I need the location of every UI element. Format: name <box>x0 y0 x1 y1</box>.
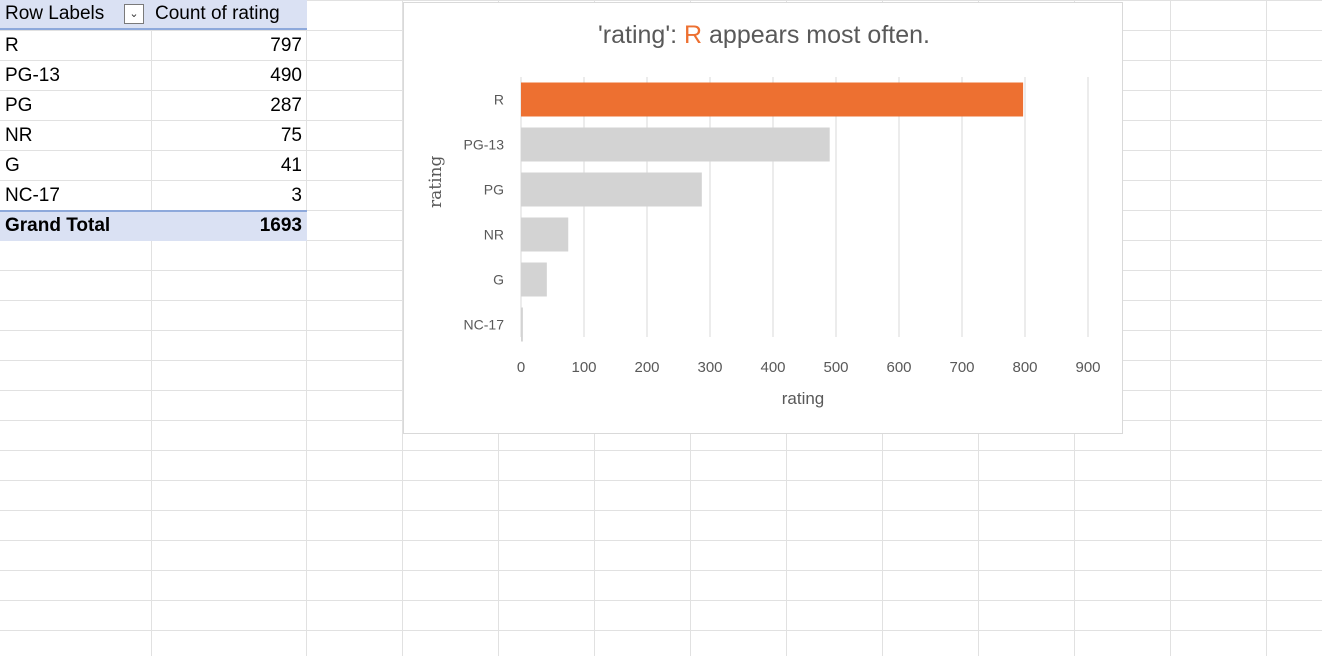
pivot-header-row: Row Labels ⌄ Count of rating <box>0 0 307 30</box>
x-tick-label: 800 <box>1012 359 1037 376</box>
row-count: 75 <box>280 125 302 146</box>
x-tick-label: 600 <box>886 359 911 376</box>
filter-dropdown-button[interactable]: ⌄ <box>124 4 144 24</box>
pivot-row[interactable]: NC-17 3 <box>0 182 307 212</box>
gridline-col <box>306 0 307 656</box>
bar-r[interactable] <box>521 82 1024 117</box>
y-tick-label: PG-13 <box>464 137 505 153</box>
gridline-row <box>0 510 1322 511</box>
pivot-row[interactable]: PG 287 <box>0 92 307 122</box>
gridline-col <box>1266 0 1267 656</box>
pivot-row[interactable]: R 797 <box>0 32 307 62</box>
y-tick-label: G <box>493 272 504 288</box>
x-tick-label: 900 <box>1075 359 1100 376</box>
y-tick-label: R <box>494 92 504 108</box>
x-tick-label: 100 <box>571 359 596 376</box>
pivot-row[interactable]: NR 75 <box>0 122 307 152</box>
bar-nc-17[interactable] <box>521 307 523 342</box>
bar-pg[interactable] <box>521 172 702 207</box>
gridline-row <box>0 480 1322 481</box>
chevron-down-icon: ⌄ <box>129 8 139 20</box>
chart-title-prefix: 'rating': <box>598 21 684 49</box>
x-tick-label: 400 <box>760 359 785 376</box>
row-count: 797 <box>270 35 302 56</box>
chart-title-highlight: R <box>684 21 703 49</box>
row-label: NR <box>5 125 33 146</box>
x-tick-label: 700 <box>949 359 974 376</box>
x-tick-label: 300 <box>697 359 722 376</box>
row-count: 490 <box>270 65 302 86</box>
pivot-row[interactable]: PG-13 490 <box>0 62 307 92</box>
grand-total-row[interactable]: Grand Total 1693 <box>0 210 307 241</box>
row-label: G <box>5 155 20 176</box>
bar-g[interactable] <box>521 262 547 297</box>
gridline-row <box>0 540 1322 541</box>
bar-nr[interactable] <box>521 217 569 252</box>
bar-pg-13[interactable] <box>521 127 830 162</box>
y-axis-title[interactable]: rating <box>426 155 446 208</box>
row-count: 287 <box>270 95 302 116</box>
y-tick-label: NR <box>484 227 504 243</box>
gridline-row <box>0 0 1322 1</box>
bar-chart[interactable]: 'rating': R appears most often. R PG-13 PG… <box>403 2 1123 434</box>
gridline-row <box>0 570 1322 571</box>
gridline-row <box>0 600 1322 601</box>
row-label: NC-17 <box>5 185 60 206</box>
y-tick-label: PG <box>484 182 504 198</box>
row-labels-header[interactable]: Row Labels <box>5 3 105 24</box>
grand-total-label: Grand Total <box>5 215 111 236</box>
y-tick-label: NC-17 <box>464 317 505 333</box>
gridline-col <box>402 0 403 656</box>
x-tick-label: 200 <box>634 359 659 376</box>
gridline-row <box>0 450 1322 451</box>
plot-area[interactable]: R PG-13 PG NR G NC-17 0 100 200 300 400 500 600 700 80… <box>404 3 1124 435</box>
pivot-row[interactable]: G 41 <box>0 152 307 182</box>
gridline-col <box>151 0 152 656</box>
row-label: PG-13 <box>5 65 60 86</box>
row-count: 41 <box>280 155 302 176</box>
grand-total-value: 1693 <box>259 215 302 236</box>
gridline-col <box>1170 0 1171 656</box>
gridline-row <box>0 630 1322 631</box>
row-label: PG <box>5 95 33 116</box>
chart-title[interactable]: 'rating': R appears most often. <box>404 21 1124 50</box>
x-tick-label: 500 <box>823 359 848 376</box>
row-label: R <box>5 35 19 56</box>
x-tick-label: 0 <box>517 359 525 376</box>
count-of-rating-header[interactable]: Count of rating <box>155 3 280 24</box>
x-axis-title[interactable]: rating <box>781 389 825 408</box>
row-count: 3 <box>291 185 302 206</box>
chart-title-suffix: appears most often. <box>702 21 930 49</box>
